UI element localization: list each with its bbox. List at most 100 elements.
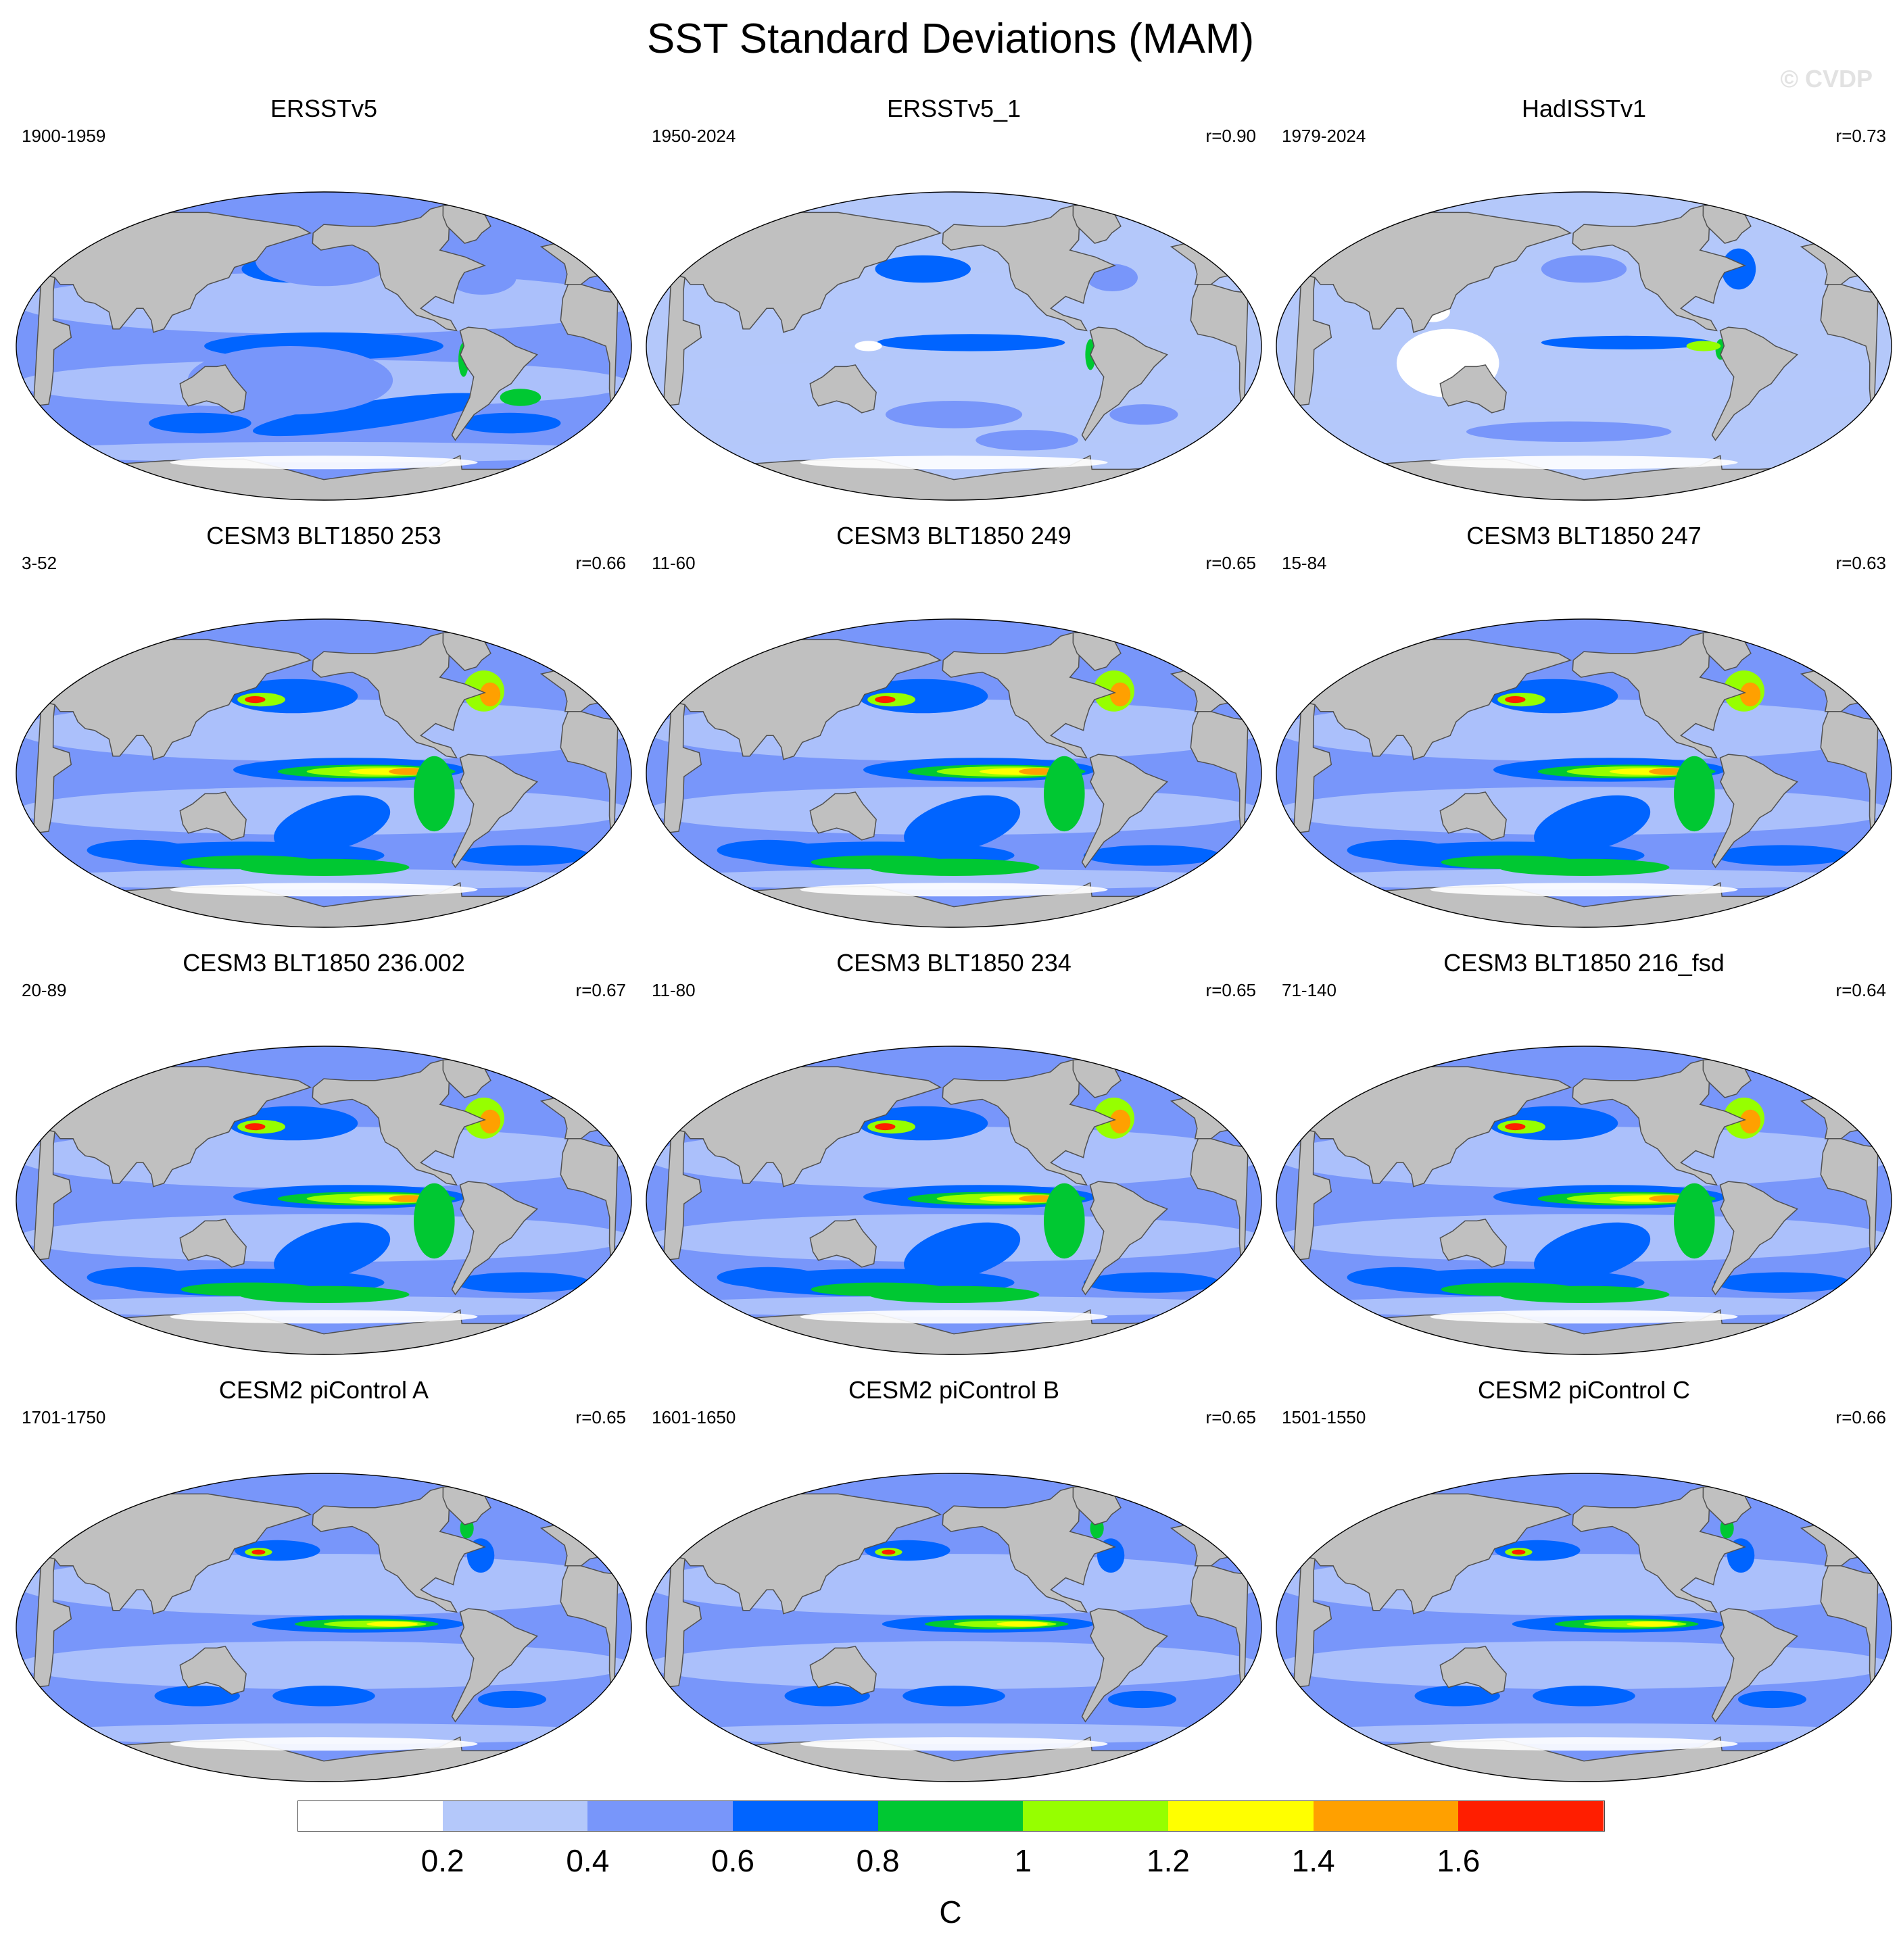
pattern-correlation: r=0.64	[1835, 980, 1886, 1000]
colorbar-segment	[1458, 1800, 1604, 1832]
pattern-correlation: r=0.90	[1205, 126, 1256, 146]
land-australia	[179, 364, 247, 414]
map-panel: CESM3 BLT1850 236.002 20-89 r=0.67	[9, 949, 638, 1375]
panel-period: 1900-1959	[22, 126, 106, 146]
map-panel: CESM2 piControl A 1701-1750 r=0.65	[9, 1376, 638, 1802]
colorbar-segment	[1023, 1800, 1168, 1832]
world-map	[16, 1473, 632, 1782]
pattern-correlation: r=0.65	[575, 1407, 626, 1427]
land-asia	[670, 212, 942, 333]
colorbar-segment	[1168, 1800, 1314, 1832]
land-asia	[40, 1066, 312, 1187]
map-panel: CESM3 BLT1850 216_fsd 71-140 r=0.64	[1270, 949, 1898, 1375]
land-asia	[670, 1066, 942, 1187]
land-asia	[1300, 212, 1572, 333]
land-namerica	[942, 1486, 1116, 1613]
panel-title: CESM3 BLT1850 247	[1466, 522, 1702, 549]
colorbar-tick-label: 0.2	[420, 1843, 464, 1878]
land-samerica	[1711, 1181, 1798, 1296]
panel-title: ERSSTv5_1	[886, 95, 1021, 122]
land-namerica	[942, 632, 1116, 759]
map-panel: ERSSTv5 1900-1959	[9, 95, 638, 520]
land-namerica	[1572, 632, 1746, 759]
land-australia	[809, 1646, 877, 1695]
world-map	[16, 618, 632, 928]
colorbar-tick-label: 1.6	[1437, 1843, 1481, 1878]
land-samerica	[451, 754, 538, 868]
panel-period: 20-89	[22, 980, 67, 1000]
land-africaEurope	[1293, 1127, 1332, 1261]
panel-period: 1701-1750	[22, 1407, 106, 1427]
land-asia	[1300, 639, 1572, 760]
colorbar-tick-label: 1	[1014, 1843, 1032, 1878]
land-samerica	[1711, 1608, 1798, 1723]
land-samerica	[451, 326, 538, 441]
world-map	[1276, 1473, 1892, 1782]
land-samerica	[1081, 1608, 1168, 1723]
colorbar-tick-label: 0.6	[711, 1843, 754, 1878]
land-asia	[1300, 1493, 1572, 1615]
land-asia	[670, 1493, 942, 1615]
land-asia	[40, 212, 312, 333]
land-samerica	[1711, 754, 1798, 868]
land-africaEurope	[1293, 273, 1332, 407]
panel-title: CESM3 BLT1850 253	[206, 522, 441, 549]
land-australia	[1439, 1219, 1507, 1268]
colorbar-segment	[877, 1800, 1024, 1832]
watermark: © CVDP	[1780, 65, 1873, 93]
map-panel: CESM3 BLT1850 247 15-84 r=0.63	[1270, 522, 1898, 948]
panel-period: 71-140	[1282, 980, 1337, 1000]
colorbar-frame	[297, 1800, 1605, 1832]
colorbar-segment	[1313, 1800, 1459, 1832]
colorbar-unit: C	[939, 1894, 962, 1930]
land-australia	[1439, 791, 1507, 841]
world-map	[646, 191, 1262, 501]
land-namerica	[942, 205, 1116, 332]
panel-period: 11-80	[652, 980, 696, 1000]
world-map	[646, 1473, 1262, 1782]
map-panel: CESM3 BLT1850 249 11-60 r=0.65	[640, 522, 1268, 948]
land-namerica	[1572, 205, 1746, 332]
land-namerica	[1572, 1059, 1746, 1186]
pattern-correlation: r=0.65	[1205, 980, 1256, 1000]
pattern-correlation: r=0.66	[575, 553, 626, 573]
land-australia	[1439, 364, 1507, 414]
panel-period: 15-84	[1282, 553, 1327, 573]
colorbar-tick-label: 1.4	[1291, 1843, 1335, 1878]
land-namerica	[1572, 1486, 1746, 1613]
land-asia	[40, 1493, 312, 1615]
land-australia	[809, 791, 877, 841]
colorbar-tick-label: 0.8	[856, 1843, 900, 1878]
colorbar-tick-label: 0.4	[566, 1843, 610, 1878]
land-australia	[179, 1646, 247, 1695]
land-namerica	[942, 1059, 1116, 1186]
figure-title: SST Standard Deviations (MAM)	[646, 16, 1255, 62]
panel-period: 1501-1550	[1282, 1407, 1366, 1427]
world-map	[646, 1046, 1262, 1355]
land-namerica	[312, 1059, 486, 1186]
world-map	[646, 618, 1262, 928]
panel-title: CESM3 BLT1850 249	[836, 522, 1072, 549]
panel-period: 3-52	[22, 553, 57, 573]
map-panel: CESM2 piControl C 1501-1550 r=0.66	[1270, 1376, 1898, 1802]
land-africaEurope	[1293, 1554, 1332, 1688]
land-asia	[670, 639, 942, 760]
land-africaEurope	[32, 1554, 72, 1688]
map-panel: CESM3 BLT1850 253 3-52 r=0.66	[9, 522, 638, 948]
panel-title: CESM3 BLT1850 234	[836, 949, 1072, 977]
colorbar-segment	[733, 1800, 878, 1832]
world-map	[1276, 191, 1892, 501]
panel-title: ERSSTv5	[270, 95, 378, 122]
panel-period: 11-60	[652, 553, 696, 573]
land-samerica	[1081, 754, 1168, 868]
panel-title: HadISSTv1	[1521, 95, 1647, 122]
panel-title: CESM3 BLT1850 236.002	[183, 949, 465, 977]
panel-title: CESM2 piControl A	[218, 1376, 429, 1404]
land-australia	[809, 1219, 877, 1268]
colorbar-tick-label: 1.2	[1147, 1843, 1190, 1878]
land-australia	[1439, 1646, 1507, 1695]
panel-title: CESM3 BLT1850 216_fsd	[1443, 949, 1725, 977]
world-map	[1276, 618, 1892, 928]
colorbar-segment	[442, 1800, 588, 1832]
land-australia	[179, 791, 247, 841]
